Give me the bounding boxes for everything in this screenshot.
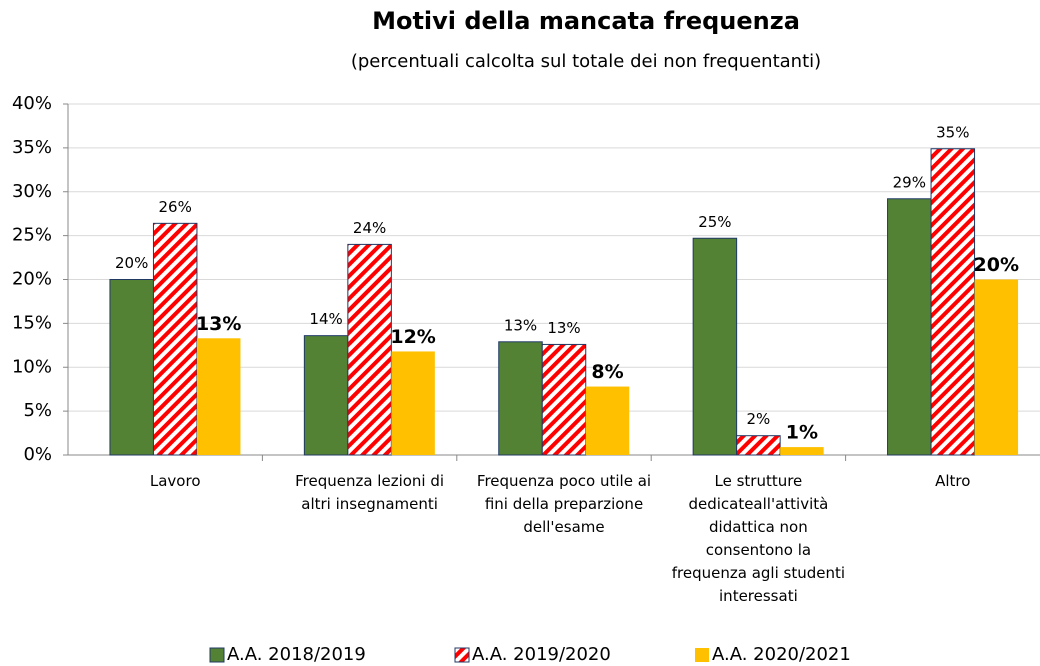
legend-label: A.A. 2019/2020 <box>472 644 611 665</box>
value-label: 12% <box>390 326 435 348</box>
y-tick-label: 5% <box>23 400 52 421</box>
value-label: 1% <box>786 422 818 444</box>
y-tick-label: 0% <box>23 444 52 465</box>
chart-title: Motivi della mancata frequenza <box>372 7 800 35</box>
value-label: 20% <box>974 254 1019 276</box>
bar <box>303 335 349 456</box>
bar <box>391 351 435 455</box>
x-tick-label: Altro <box>935 472 971 490</box>
value-label: 24% <box>353 219 386 237</box>
value-label: 26% <box>159 198 192 216</box>
y-tick-label: 25% <box>12 225 52 246</box>
bar <box>541 343 587 456</box>
value-label: 14% <box>309 310 342 328</box>
bar <box>109 279 154 456</box>
value-label: 13% <box>196 313 241 335</box>
chart-subtitle: (percentuali calcolta sul totale dei non… <box>351 51 821 72</box>
y-tick-label: 30% <box>12 181 52 202</box>
y-tick-label: 10% <box>12 356 52 377</box>
bar <box>585 386 630 455</box>
bar <box>780 447 824 455</box>
bar <box>152 222 198 456</box>
legend-label: A.A. 2018/2019 <box>227 644 366 665</box>
value-label: 13% <box>504 316 537 334</box>
x-tick-label: Frequenza poco utile ai fini della prepa… <box>476 472 652 536</box>
x-tick-label: Lavoro <box>149 472 201 490</box>
value-label: 13% <box>547 319 580 337</box>
x-tick-label: Le strutture dedicateall'attività didatt… <box>671 472 846 605</box>
value-label: 25% <box>698 213 731 231</box>
value-label: 2% <box>747 410 771 428</box>
value-label: 8% <box>591 361 623 383</box>
legend-swatch <box>454 647 470 663</box>
bar <box>736 435 781 456</box>
y-tick-label: 15% <box>12 312 52 333</box>
bar <box>196 338 241 455</box>
bar <box>347 243 392 456</box>
y-tick-label: 35% <box>12 137 52 158</box>
legend-swatch <box>695 648 709 662</box>
y-tick-label: 20% <box>12 269 52 290</box>
value-label: 20% <box>115 254 148 272</box>
legend-swatch <box>209 647 225 663</box>
y-tick-label: 40% <box>12 93 52 114</box>
x-tick-label: Frequenza lezioni di altri insegnamenti <box>295 472 445 513</box>
bar <box>974 279 1019 455</box>
bar <box>498 341 543 456</box>
value-label: 29% <box>893 173 926 191</box>
value-label: 35% <box>936 123 969 141</box>
bar <box>887 198 932 456</box>
legend-label: A.A. 2020/2021 <box>712 644 851 665</box>
bar <box>930 148 976 456</box>
bar <box>692 237 738 456</box>
